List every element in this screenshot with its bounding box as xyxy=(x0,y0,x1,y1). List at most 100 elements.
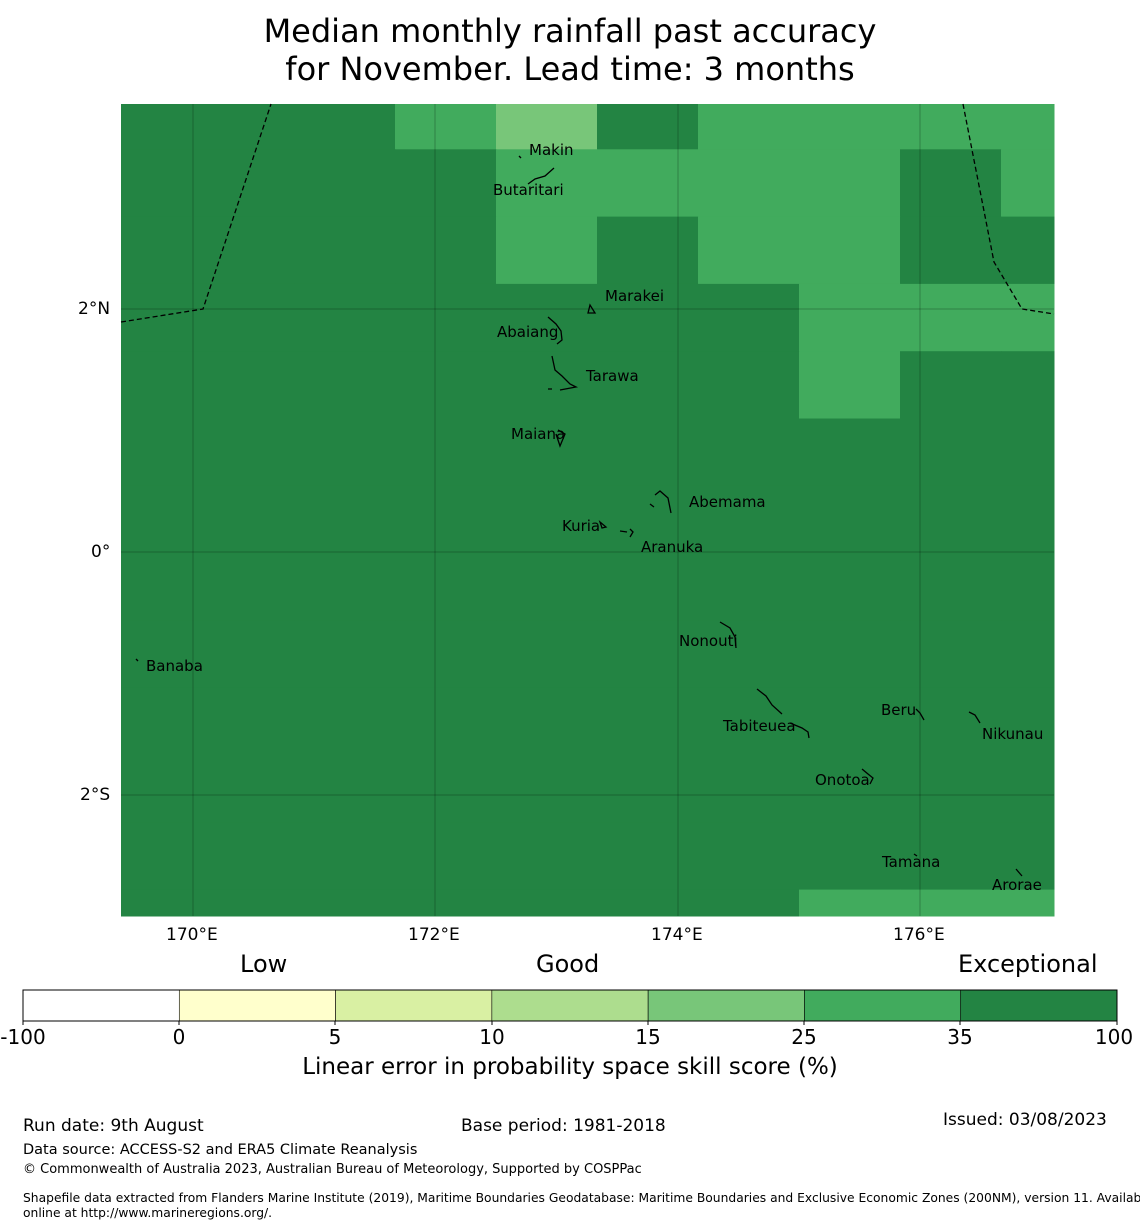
place-label: Onotoa xyxy=(815,771,870,789)
island-beru xyxy=(915,708,925,721)
place-label: Arorae xyxy=(992,876,1042,894)
skill-cell xyxy=(395,149,497,218)
skill-cell xyxy=(900,485,1002,554)
skill-cell xyxy=(900,553,1002,621)
skill-cell xyxy=(900,283,1002,352)
colorbar-tick: 0 xyxy=(172,1025,186,1049)
skill-cell xyxy=(1001,351,1055,419)
skill-cell xyxy=(496,889,598,917)
place-label: Butaritari xyxy=(493,181,564,199)
skill-cell xyxy=(294,216,396,285)
skill-grid xyxy=(121,104,1055,917)
place-label: Tarawa xyxy=(586,367,639,385)
colorbar-segment xyxy=(647,989,805,1022)
place-label: Abaiang xyxy=(497,323,559,341)
skill-cell xyxy=(294,418,396,487)
island-butaritari xyxy=(527,167,555,185)
skill-cell xyxy=(597,418,699,487)
skill-cell xyxy=(1001,889,1055,917)
skill-cell xyxy=(395,104,497,150)
skill-cell xyxy=(597,351,699,419)
skill-cell xyxy=(121,104,295,150)
colorbar-segment xyxy=(960,989,1118,1022)
skill-cell xyxy=(496,104,598,150)
x-tick-176e: 176°E xyxy=(893,925,945,945)
skill-cell xyxy=(900,620,1002,689)
skill-cell xyxy=(395,216,497,285)
x-tick-172e: 172°E xyxy=(408,925,460,945)
skill-cell xyxy=(1001,418,1055,487)
place-label: Beru xyxy=(881,701,917,719)
island-abaiang xyxy=(547,316,563,345)
island-tamana xyxy=(913,853,918,857)
colorbar-category-good: Good xyxy=(536,950,600,978)
skill-cell xyxy=(121,687,295,756)
skill-cell xyxy=(121,418,295,487)
skill-cell xyxy=(900,104,1002,150)
skill-cell xyxy=(799,104,901,150)
x-tick-174e: 174°E xyxy=(651,925,703,945)
skill-cell xyxy=(698,149,800,218)
skill-cell xyxy=(395,755,497,823)
place-label: Aranuka xyxy=(641,538,704,556)
place-label: Tamana xyxy=(882,853,941,871)
y-tick-2s: 2°S xyxy=(80,785,111,805)
colorbar-frame xyxy=(22,989,1118,1022)
colorbar-segment xyxy=(178,989,336,1022)
skill-cell xyxy=(1001,216,1055,285)
skill-cell xyxy=(597,104,699,150)
colorbar-tick: -100 xyxy=(0,1025,46,1049)
skill-cell xyxy=(799,553,901,621)
skill-cell xyxy=(698,283,800,352)
skill-cell xyxy=(496,418,598,487)
skill-cell xyxy=(395,485,497,554)
skill-cell xyxy=(597,889,699,917)
skill-cell xyxy=(294,149,396,218)
skill-cell xyxy=(900,889,1002,917)
x-tick-170e: 170°E xyxy=(166,925,218,945)
skill-cell xyxy=(799,283,901,352)
skill-cell xyxy=(597,822,699,891)
place-label: Kuria xyxy=(562,517,601,535)
skill-cell xyxy=(395,553,497,621)
skill-cell xyxy=(698,755,800,823)
skill-cell xyxy=(597,216,699,285)
colorbar-label: Linear error in probability space skill … xyxy=(302,1054,838,1080)
skill-cell xyxy=(294,283,396,352)
chart-title-line-2: for November. Lead time: 3 months xyxy=(285,50,855,88)
skill-cell xyxy=(597,687,699,756)
colorbar-tick-marks xyxy=(22,1021,1118,1025)
issued-date: Issued: 03/08/2023 xyxy=(943,1110,1107,1130)
skill-cell xyxy=(496,149,598,218)
skill-cell xyxy=(799,418,901,487)
skill-cell xyxy=(294,553,396,621)
skill-cell xyxy=(294,104,396,150)
skill-cell xyxy=(496,351,598,419)
skill-cell xyxy=(1001,104,1055,150)
island-arorae xyxy=(1015,868,1023,877)
skill-cell xyxy=(121,620,295,689)
skill-cell xyxy=(121,553,295,621)
island-tarawa xyxy=(548,355,579,391)
skill-cell xyxy=(496,283,598,352)
skill-cell xyxy=(597,755,699,823)
shapefile-credit-line-1: Shapefile data extracted from Flanders M… xyxy=(23,1191,1140,1205)
skill-cell xyxy=(121,149,295,218)
skill-cell xyxy=(496,755,598,823)
skill-cell xyxy=(395,822,497,891)
colorbar-segment xyxy=(22,989,180,1022)
place-label: Tabiteuea xyxy=(723,717,796,735)
skill-cell xyxy=(597,149,699,218)
skill-cell xyxy=(121,889,295,917)
skill-cell xyxy=(1001,687,1055,756)
skill-cell xyxy=(496,822,598,891)
skill-cell xyxy=(395,418,497,487)
island-onotoa xyxy=(861,768,874,785)
base-period: Base period: 1981-2018 xyxy=(461,1116,666,1136)
colorbar-tick: 35 xyxy=(947,1025,973,1049)
skill-cell xyxy=(900,755,1002,823)
chart-title-line-1: Median monthly rainfall past accuracy xyxy=(263,12,877,50)
colorbar xyxy=(22,989,1118,1022)
island-outlines xyxy=(135,155,1023,877)
